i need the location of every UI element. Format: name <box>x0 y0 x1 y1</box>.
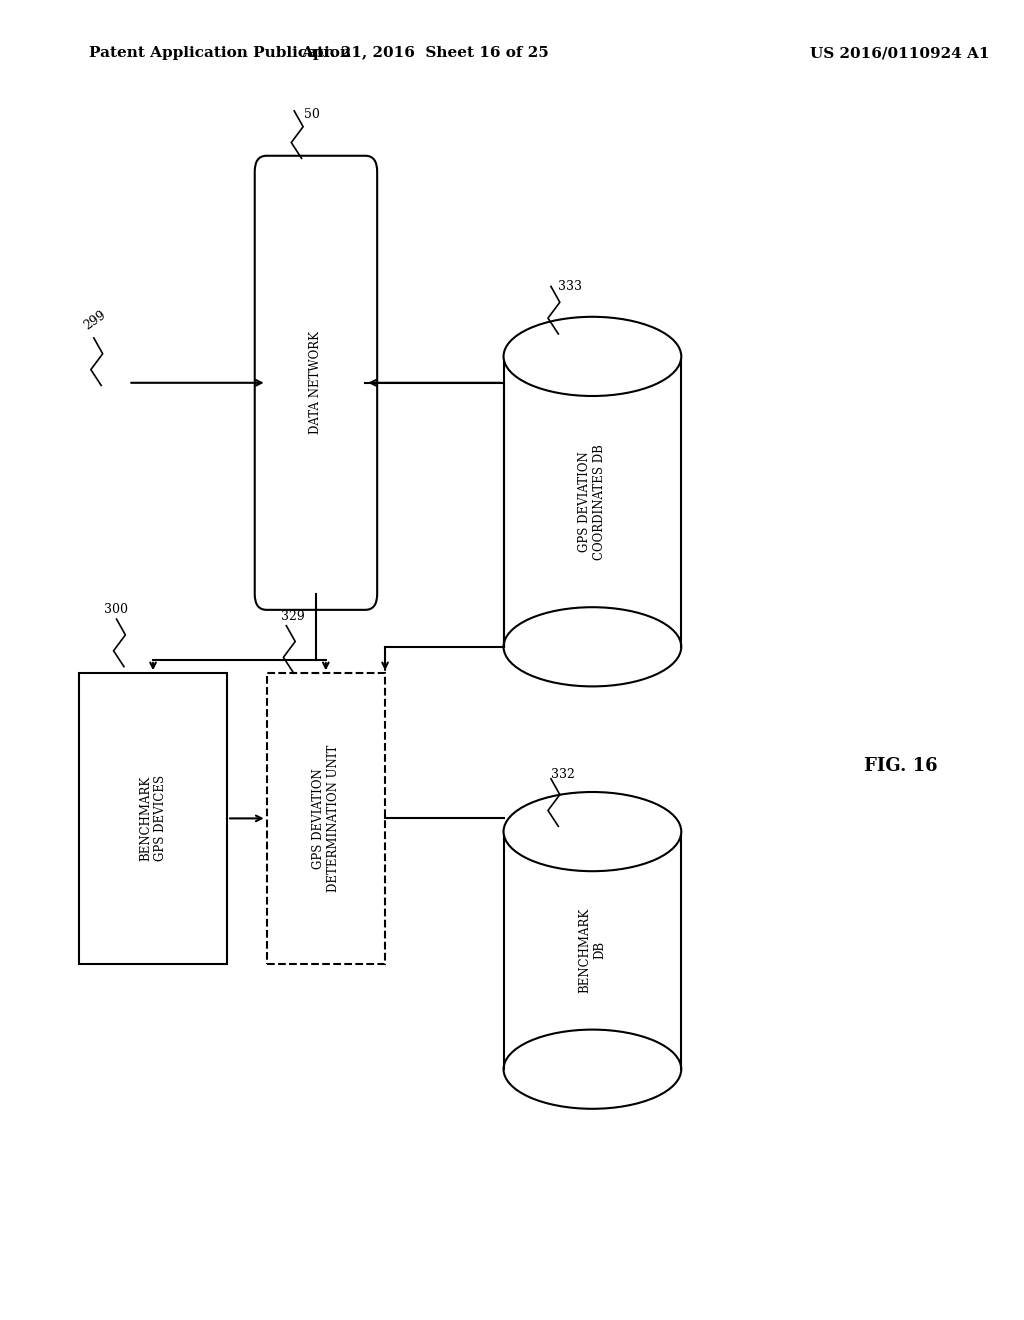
Text: 332: 332 <box>551 768 574 781</box>
Text: Apr. 21, 2016  Sheet 16 of 25: Apr. 21, 2016 Sheet 16 of 25 <box>301 46 549 61</box>
Text: GPS DEVIATION
COORDINATES DB: GPS DEVIATION COORDINATES DB <box>579 444 606 560</box>
Ellipse shape <box>504 317 681 396</box>
Ellipse shape <box>504 792 681 871</box>
FancyBboxPatch shape <box>266 673 385 964</box>
Text: GPS DEVIATION
DETERMINATION UNIT: GPS DEVIATION DETERMINATION UNIT <box>312 744 340 892</box>
Text: BENCHMARK
GPS DEVICES: BENCHMARK GPS DEVICES <box>139 775 167 862</box>
Text: 329: 329 <box>282 610 305 623</box>
Text: FIG. 16: FIG. 16 <box>864 756 938 775</box>
FancyBboxPatch shape <box>255 156 377 610</box>
Ellipse shape <box>504 1030 681 1109</box>
Text: DATA NETWORK: DATA NETWORK <box>309 331 323 434</box>
Text: Patent Application Publication: Patent Application Publication <box>89 46 351 61</box>
Text: US 2016/0110924 A1: US 2016/0110924 A1 <box>810 46 989 61</box>
Text: 333: 333 <box>558 280 582 293</box>
Text: 50: 50 <box>304 108 319 121</box>
Text: 299: 299 <box>81 309 108 333</box>
FancyBboxPatch shape <box>79 673 227 964</box>
Text: 300: 300 <box>103 603 128 616</box>
Text: BENCHMARK
DB: BENCHMARK DB <box>579 908 606 993</box>
Ellipse shape <box>504 607 681 686</box>
